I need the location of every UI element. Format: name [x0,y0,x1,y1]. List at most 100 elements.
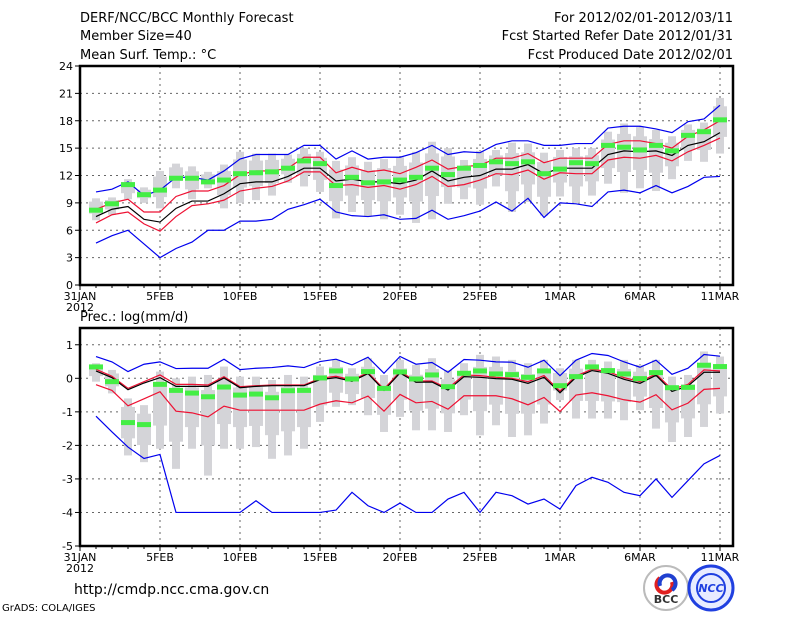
green-mark [521,374,535,380]
green-mark [281,165,295,171]
ensemble-box [681,384,695,419]
green-mark [329,183,343,189]
ensemble-box [249,387,263,426]
green-mark [601,368,615,374]
series-max-line [95,104,721,197]
green-mark [201,394,215,400]
green-mark [105,379,119,385]
x-tick-label: 5FEB [146,290,174,303]
green-mark [361,180,375,186]
green-mark [457,165,471,171]
y-tick-label: -4 [62,506,73,519]
x-tick-label: 10FEB [223,290,258,303]
green-mark [457,370,471,376]
ensemble-box [425,369,439,409]
green-mark [169,175,183,181]
green-mark [377,385,391,391]
y-tick-label: 21 [59,87,73,100]
ensemble-box [521,152,535,185]
green-mark [313,375,327,381]
green-mark [569,374,583,380]
green-mark [329,368,343,374]
forecast-period: For 2012/02/01-2012/03/11 [554,11,733,26]
ensemble-box [185,387,199,428]
ensemble-box [457,165,471,188]
green-mark [601,142,615,148]
series-upper-line [95,368,721,392]
series-min-line [95,415,721,514]
green-mark [265,395,279,401]
x-tick-label: 25FEB [463,290,498,303]
green-mark [697,129,711,135]
green-mark [297,387,311,393]
green-mark [89,207,103,213]
green-mark [521,159,535,165]
green-mark [553,166,567,172]
green-mark [697,362,711,368]
y-tick-label: 9 [66,197,73,210]
green-mark [377,179,391,185]
x-year-label: 2012 [66,562,94,575]
y-tick-label: -1 [62,406,73,419]
y-tick-label: 3 [66,252,73,265]
ensemble-box [633,136,647,170]
y-tick-label: 6 [66,224,73,237]
series-min-line [95,175,721,259]
green-mark [89,364,103,370]
green-mark [713,364,727,370]
green-mark [649,142,663,148]
x-tick-label: 20FEB [383,290,418,303]
green-mark [137,422,151,428]
ensemble-box [633,371,647,397]
x-tick-label: 15FEB [303,290,338,303]
y-tick-label: 1 [66,339,73,352]
green-mark [233,171,247,177]
green-mark [585,161,599,167]
grads-credit: GrADS: COLA/IGES [2,603,96,614]
ensemble-box [137,413,151,446]
ensemble-box [377,168,391,202]
green-mark [393,177,407,183]
series-upper-line [95,120,721,213]
green-mark [505,372,519,378]
green-mark [665,385,679,391]
green-mark [489,371,503,377]
green-mark [681,132,695,138]
ensemble-box [473,366,487,412]
green-mark [153,381,167,387]
ensemble-box [713,365,727,397]
green-mark [617,371,631,377]
source-url[interactable]: http://cmdp.ncc.cma.gov.cn [74,582,270,598]
series-max-line [95,352,721,377]
chart-title: DERF/NCC/BCC Monthly Forecast [80,11,294,26]
green-mark [121,420,135,426]
ensemble-box [297,387,311,428]
precip-panel-title: Prec.: log(mm/d) [80,310,189,325]
ensemble-box [425,153,439,197]
green-mark [185,390,199,396]
green-mark [233,392,247,398]
green-mark [537,368,551,374]
y-tick-label: -2 [62,439,73,452]
green-mark [617,144,631,150]
green-mark [409,376,423,382]
green-mark [441,384,455,390]
series-lower-line [95,384,721,418]
temp-panel: 0 3 6 9 12 15 18 21 24 31JAN 5FEB 10FEB 15FEB 20FEB 25… [59,60,740,314]
green-mark [633,376,647,382]
green-mark [313,161,327,167]
plot-frame [78,64,735,287]
y-tick-label: -3 [62,473,73,486]
x-tick-label: 25FEB [463,551,498,564]
green-mark [153,187,167,193]
y-tick-label: 18 [59,115,73,128]
green-mark [105,201,119,207]
x-tick-label: 20FEB [383,551,418,564]
y-tick-label: 15 [59,142,73,155]
x-tick-label: 31JAN [64,290,97,303]
green-mark [553,383,567,389]
x-tick-label: 1MAR [544,551,576,564]
green-mark [265,169,279,175]
green-mark [185,175,199,181]
